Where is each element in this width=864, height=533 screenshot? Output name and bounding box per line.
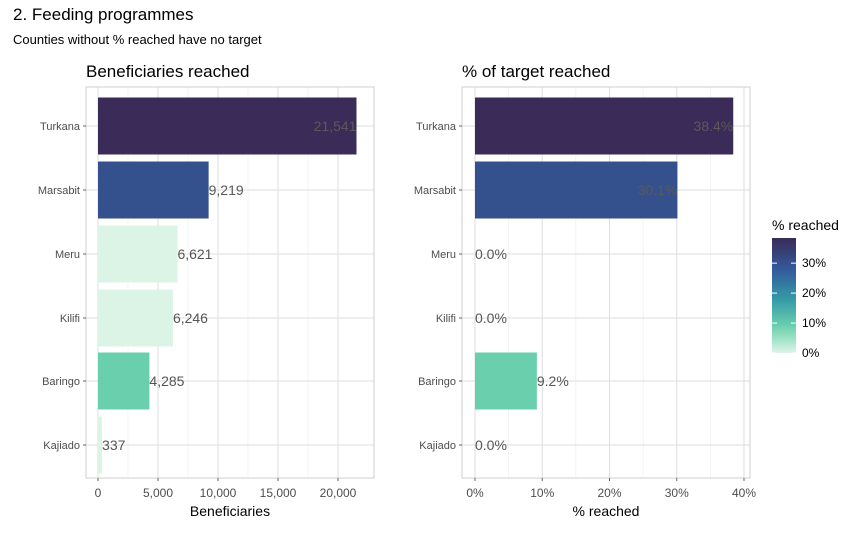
data-label: 9,219 [209, 182, 244, 198]
category-label: Kajiado [43, 440, 80, 452]
bar [475, 161, 678, 219]
data-label: 0.0% [475, 437, 507, 453]
x-tick-label: 20% [597, 486, 621, 500]
data-label: 0.0% [475, 310, 507, 326]
legend-tick-label: 20% [802, 286, 826, 300]
data-label: 0.0% [475, 246, 507, 262]
category-label: Meru [55, 249, 80, 261]
data-label: 6,621 [177, 246, 212, 262]
x-tick-label: 20,000 [320, 486, 357, 500]
bar [98, 97, 357, 155]
x-tick-label: 30% [665, 486, 689, 500]
x-tick-label: 10% [530, 486, 554, 500]
bar [98, 161, 209, 219]
bar [98, 416, 103, 474]
data-label: 21,541 [314, 118, 357, 134]
data-label: 4,285 [149, 373, 184, 389]
data-label: 6,246 [173, 310, 208, 326]
panel-title: Beneficiaries reached [86, 62, 249, 81]
chart-title: 2. Feeding programmes [13, 5, 194, 24]
x-tick-label: 10,000 [200, 486, 237, 500]
category-label: Meru [431, 249, 456, 261]
category-label: Turkana [416, 121, 457, 133]
bar [98, 289, 173, 347]
panel-border [85, 86, 375, 479]
x-tick-label: 0 [95, 486, 102, 500]
panel-border [461, 86, 751, 479]
x-axis-title: % reached [573, 503, 640, 519]
data-label: 9.2% [537, 373, 569, 389]
bar [98, 352, 150, 410]
legend-colorbar [772, 238, 796, 353]
x-tick-label: 40% [732, 486, 756, 500]
bar [475, 352, 537, 410]
category-label: Baringo [42, 376, 80, 388]
category-label: Kilifi [60, 313, 80, 325]
x-tick-label: 5,000 [143, 486, 173, 500]
category-label: Marsabit [414, 185, 456, 197]
legend-tick-label: 10% [802, 316, 826, 330]
bar [98, 225, 178, 283]
legend-tick-label: 30% [802, 256, 826, 270]
legend-tick-label: 0% [802, 346, 820, 360]
x-tick-label: 0% [466, 486, 484, 500]
x-axis-title: Beneficiaries [190, 503, 270, 519]
category-label: Turkana [40, 121, 81, 133]
x-tick-label: 15,000 [260, 486, 297, 500]
data-label: 30.1% [638, 182, 678, 198]
category-label: Baringo [418, 376, 456, 388]
data-label: 337 [102, 437, 126, 453]
bar [475, 97, 734, 155]
category-label: Kilifi [436, 313, 456, 325]
category-label: Kajiado [419, 440, 456, 452]
chart-subtitle: Counties without % reached have no targe… [13, 32, 262, 47]
panel-title: % of target reached [462, 62, 610, 81]
category-label: Marsabit [38, 185, 80, 197]
data-label: 38.4% [694, 118, 734, 134]
legend-title: % reached [772, 217, 839, 233]
